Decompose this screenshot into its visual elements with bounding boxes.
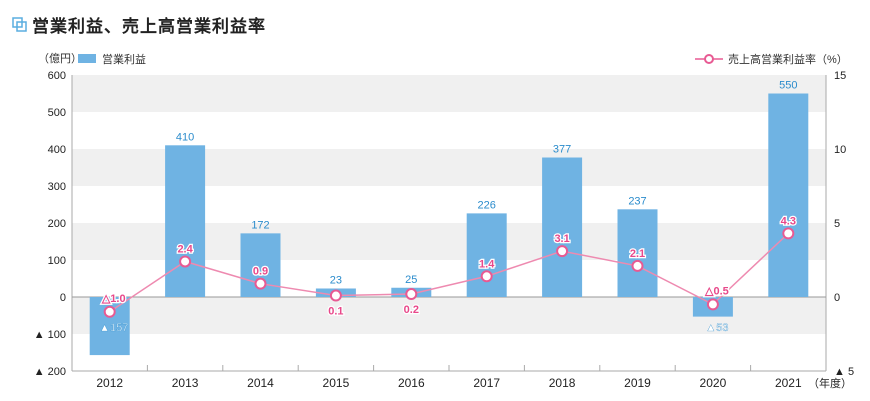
margin-value-label: 0.9 — [253, 266, 268, 278]
bar-2017 — [466, 213, 507, 297]
right-tick-label: ▲ 5 — [834, 366, 854, 378]
bar-value-label: 237 — [628, 195, 646, 207]
x-tick-label: 2020 — [700, 376, 727, 390]
right-tick-label: 15 — [834, 70, 846, 82]
margin-value-label: 4.3 — [781, 215, 796, 227]
x-tick-label: 2018 — [549, 376, 576, 390]
legend-line-label: 売上高営業利益率（%） — [728, 52, 848, 66]
margin-value-label: 2.1 — [630, 248, 645, 260]
margin-value-label: △1.0 — [101, 293, 126, 305]
margin-point-2018 — [556, 245, 569, 258]
right-tick-label: 5 — [834, 218, 840, 230]
bar-2013 — [165, 145, 206, 297]
bar-value-label: 377 — [553, 144, 571, 156]
title-squares-icon — [12, 17, 27, 32]
x-tick-label: 2019 — [624, 376, 651, 390]
margin-point-2021 — [782, 227, 795, 240]
legend-bar-swatch — [78, 54, 96, 63]
bar-2019 — [617, 209, 658, 297]
bar-2021 — [768, 93, 809, 297]
x-tick-label: 2014 — [247, 376, 274, 390]
margin-value-label: 0.1 — [328, 306, 343, 318]
bar-value-label: 25 — [405, 274, 417, 286]
left-tick-label: 600 — [48, 70, 66, 82]
margin-value-label: 2.4 — [177, 243, 193, 255]
legend-line-marker — [704, 54, 714, 64]
margin-point-2017 — [480, 270, 493, 283]
left-tick-label: 200 — [48, 218, 66, 230]
margin-value-label: 1.4 — [479, 258, 495, 270]
margin-point-2016 — [405, 288, 418, 301]
chart-title: 営業利益、売上高営業利益率 — [32, 17, 266, 37]
left-tick-label: 100 — [48, 255, 66, 267]
x-tick-label: 2016 — [398, 376, 425, 390]
x-unit-label: （年度） — [808, 376, 852, 390]
bar-value-label: 23 — [330, 274, 342, 286]
x-tick-label: 2012 — [96, 376, 123, 390]
bar-value-label: 226 — [478, 199, 496, 211]
margin-point-2015 — [329, 289, 342, 302]
right-tick-label: 0 — [834, 292, 840, 304]
bar-value-label: ▲53 — [705, 322, 728, 334]
x-tick-label: 2013 — [172, 376, 199, 390]
margin-point-2013 — [179, 255, 192, 268]
bar-value-label: 172 — [251, 219, 269, 231]
x-tick-label: 2021 — [775, 376, 802, 390]
left-tick-label: 300 — [48, 181, 66, 193]
left-tick-label: ▲ 200 — [34, 366, 66, 378]
left-tick-label: ▲ 100 — [34, 329, 66, 341]
x-tick-label: 2017 — [473, 376, 500, 390]
margin-value-label: △0.5 — [704, 285, 729, 297]
left-tick-label: 500 — [48, 107, 66, 119]
bar-value-label: ▲157 — [99, 322, 128, 334]
grid-band — [72, 75, 826, 112]
margin-value-label: 3.1 — [554, 233, 569, 245]
x-tick-label: 2015 — [323, 376, 350, 390]
bar-2018 — [542, 157, 583, 297]
right-tick-label: 10 — [834, 144, 846, 156]
margin-point-2012 — [103, 305, 116, 318]
legend-bar-label: 営業利益 — [102, 52, 146, 66]
left-tick-label: 0 — [60, 292, 66, 304]
bar-value-label: 550 — [779, 80, 797, 92]
margin-point-2014 — [254, 277, 267, 290]
margin-line — [109, 232, 789, 313]
margin-point-2019 — [631, 259, 644, 272]
left-tick-label: 400 — [48, 144, 66, 156]
margin-value-label: 0.2 — [404, 304, 419, 316]
bar-value-label: 410 — [176, 131, 194, 143]
margin-point-2020 — [706, 298, 719, 311]
left-unit-label: （億円） — [38, 52, 82, 65]
